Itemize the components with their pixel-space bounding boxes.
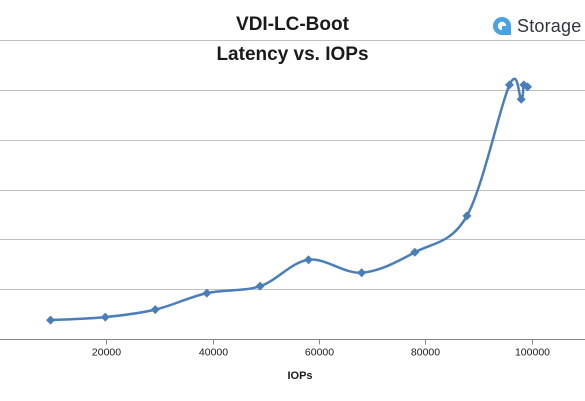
x-axis-title: IOPs xyxy=(287,370,313,382)
x-tick-label: 100000 xyxy=(515,347,550,359)
chart-subtitle: Latency vs. IOPs xyxy=(216,44,369,65)
data-point-13 xyxy=(523,82,533,92)
chart-title: VDI-LC-Boot xyxy=(236,14,349,35)
data-point-9 xyxy=(462,211,472,221)
x-tick-label: 40000 xyxy=(199,347,228,359)
data-point-10 xyxy=(504,80,514,90)
x-tick-label: 80000 xyxy=(411,347,440,359)
series-line xyxy=(49,77,529,322)
data-point-4 xyxy=(202,288,212,298)
data-point-2 xyxy=(100,312,110,322)
data-point-11 xyxy=(516,94,526,104)
brand-logo: Storage xyxy=(492,14,581,38)
x-tick-label: 20000 xyxy=(92,347,121,359)
data-point-8 xyxy=(410,247,420,257)
data-point-5 xyxy=(255,281,265,291)
data-point-6 xyxy=(303,255,313,265)
brand-name: Storage xyxy=(517,15,582,36)
gridlines xyxy=(0,40,585,290)
data-point-7 xyxy=(357,268,367,278)
series-latency xyxy=(49,77,529,322)
x-axis: 20000 40000 60000 80000 100000 xyxy=(0,339,585,359)
data-point-3 xyxy=(150,305,160,315)
storage-review-logo-icon xyxy=(493,17,511,35)
x-tick-label: 60000 xyxy=(305,347,334,359)
series-markers xyxy=(46,80,533,325)
data-point-1 xyxy=(46,315,56,325)
